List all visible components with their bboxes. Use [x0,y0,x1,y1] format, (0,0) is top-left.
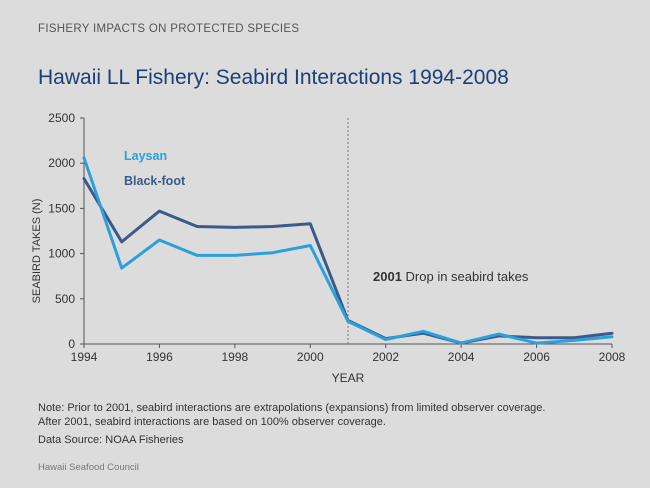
x-tick-label: 1996 [146,350,173,364]
legend-label-black-foot: Black-foot [124,174,186,188]
y-tick-label: 0 [68,337,75,351]
x-axis-title: YEAR [332,371,365,385]
x-tick-label: 2004 [448,350,475,364]
x-tick-label: 2000 [297,350,324,364]
y-axis-title: SEABIRD TAKES (N) [31,199,43,304]
annotation-year: 2001 [373,269,402,284]
y-tick-label: 2500 [48,111,75,125]
x-tick-label: 2002 [372,350,399,364]
x-tick-label: 1994 [71,350,98,364]
x-tick-label: 2008 [599,350,626,364]
series-line-laysan [82,156,614,345]
note-line-1: Note: Prior to 2001, seabird interaction… [38,402,546,414]
x-tick-label: 1998 [222,350,249,364]
legend-label-laysan: Laysan [124,149,167,163]
y-tick-label: 1500 [48,201,75,215]
x-tick-label: 2006 [523,350,550,364]
y-tick-label: 2000 [48,156,75,170]
y-tick-label: 1000 [48,247,75,261]
chart-title: Hawaii LL Fishery: Seabird Interactions … [38,66,509,89]
note-line-2: After 2001, seabird interactions are bas… [38,416,386,428]
annotation-description: Drop in seabird takes [402,269,529,284]
section-label: FISHERY IMPACTS ON PROTECTED SPECIES [38,23,300,35]
chart-note: Note: Prior to 2001, seabird interaction… [38,401,628,429]
seabird-line-chart: 0 500 1000 1500 2000 2500 1994 1996 1998 2000 2002… [31,111,626,385]
data-source: Data Source: NOAA Fisheries [38,434,184,446]
y-tick-label: 500 [55,292,75,306]
annotation-text: 2001 Drop in seabird takes [373,269,529,284]
footer-credit: Hawaii Seafood Council [38,462,139,473]
